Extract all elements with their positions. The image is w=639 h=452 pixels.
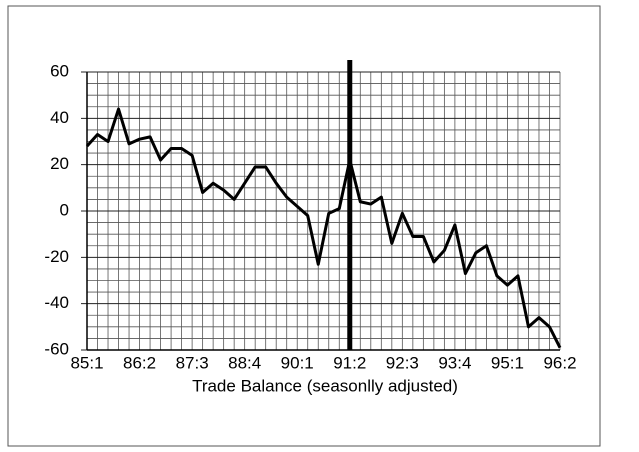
x-axis-label: Trade Balance (seasonlly adjusted): [192, 376, 458, 395]
x-tick-label: 91:2: [333, 353, 366, 372]
line: [85, 107, 562, 349]
frame: [7, 5, 601, 447]
x-tick-label: 95:1: [491, 353, 524, 372]
x-tick-label: 88:4: [228, 353, 261, 372]
y-tick-label: -20: [44, 247, 69, 266]
y-tick-label: 40: [50, 108, 69, 127]
y-tick-label: -60: [44, 339, 69, 358]
x-tick-label: 87:3: [176, 353, 209, 372]
y-tick-label: -40: [44, 293, 69, 312]
y-tick-label: 20: [50, 154, 69, 173]
x-tick-label: 96:2: [543, 353, 576, 372]
x-tick-label: 85:1: [70, 353, 103, 372]
x-tick-label: 86:2: [123, 353, 156, 372]
y-tick-label: 60: [50, 61, 69, 80]
x-tick-label: 90:1: [281, 353, 314, 372]
y-tick-label: 0: [60, 200, 69, 219]
x-tick-label: 93:4: [438, 353, 471, 372]
x-tick-label: 92:3: [386, 353, 419, 372]
